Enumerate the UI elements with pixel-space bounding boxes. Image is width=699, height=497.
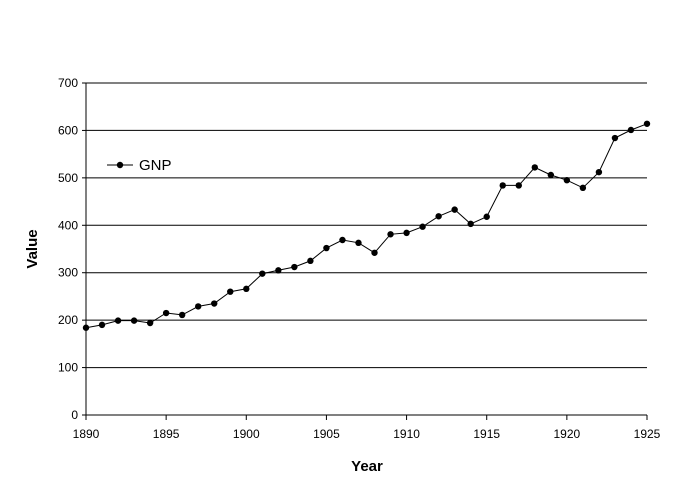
- x-tick-label: 1905: [313, 427, 340, 441]
- series-group: [82, 120, 651, 331]
- data-point: [403, 229, 410, 237]
- x-tick-label: 1910: [393, 427, 420, 441]
- data-point: [307, 257, 314, 265]
- legend-marker: [116, 161, 124, 169]
- data-point: [259, 270, 266, 277]
- y-tick-label: 700: [58, 76, 78, 90]
- y-tick-label: 100: [58, 361, 78, 375]
- data-point: [627, 126, 635, 134]
- data-point: [435, 213, 442, 220]
- data-point: [211, 300, 218, 307]
- data-point: [467, 220, 474, 228]
- data-point: [130, 317, 138, 324]
- data-point: [515, 182, 522, 189]
- data-point: [195, 303, 202, 310]
- data-point: [227, 288, 234, 295]
- x-tick-labels: 1890 1895 1900 1905 1910 1915 1920 1925: [73, 427, 661, 441]
- x-axis-title: Year: [351, 458, 383, 475]
- data-point: [371, 249, 378, 256]
- legend: GNP: [107, 157, 172, 174]
- data-point: [595, 168, 603, 176]
- data-point: [419, 223, 426, 230]
- y-tick-label: 500: [58, 171, 78, 185]
- data-point: [98, 321, 106, 329]
- x-tick-label: 1890: [73, 427, 100, 441]
- x-tick-label: 1915: [473, 427, 500, 441]
- data-point: [275, 267, 282, 274]
- y-axis-title: Value: [24, 229, 41, 268]
- y-tick-label: 400: [58, 218, 78, 232]
- legend-label: GNP: [139, 157, 172, 174]
- y-tick-label: 600: [58, 123, 78, 137]
- data-point: [243, 285, 250, 293]
- data-point: [355, 239, 362, 247]
- y-tick-label: 0: [71, 408, 78, 422]
- x-tick-label: 1900: [233, 427, 260, 441]
- data-point: [146, 319, 154, 327]
- data-point: [339, 236, 346, 244]
- y-tick-labels: 0 100 200 300 400 500 600 700: [58, 76, 78, 422]
- data-point: [114, 317, 122, 324]
- gridlines: [86, 82, 647, 369]
- y-tick-label: 300: [58, 266, 78, 280]
- data-point: [547, 171, 555, 179]
- data-point: [387, 231, 394, 238]
- data-point: [563, 177, 571, 184]
- data-point: [499, 182, 506, 189]
- data-point: [291, 263, 298, 271]
- data-point: [579, 184, 587, 192]
- data-point: [531, 164, 538, 171]
- data-point: [82, 324, 90, 331]
- data-point: [323, 244, 330, 252]
- data-point: [451, 206, 458, 213]
- data-point: [178, 311, 186, 319]
- data-point: [643, 120, 651, 127]
- data-point: [162, 309, 170, 317]
- x-tick-label: 1920: [554, 427, 581, 441]
- x-tick-label: 1925: [634, 427, 661, 441]
- data-point: [611, 134, 619, 142]
- data-point: [483, 213, 490, 220]
- axes: [82, 82, 648, 420]
- x-tick-label: 1895: [153, 427, 180, 441]
- y-tick-label: 200: [58, 313, 78, 327]
